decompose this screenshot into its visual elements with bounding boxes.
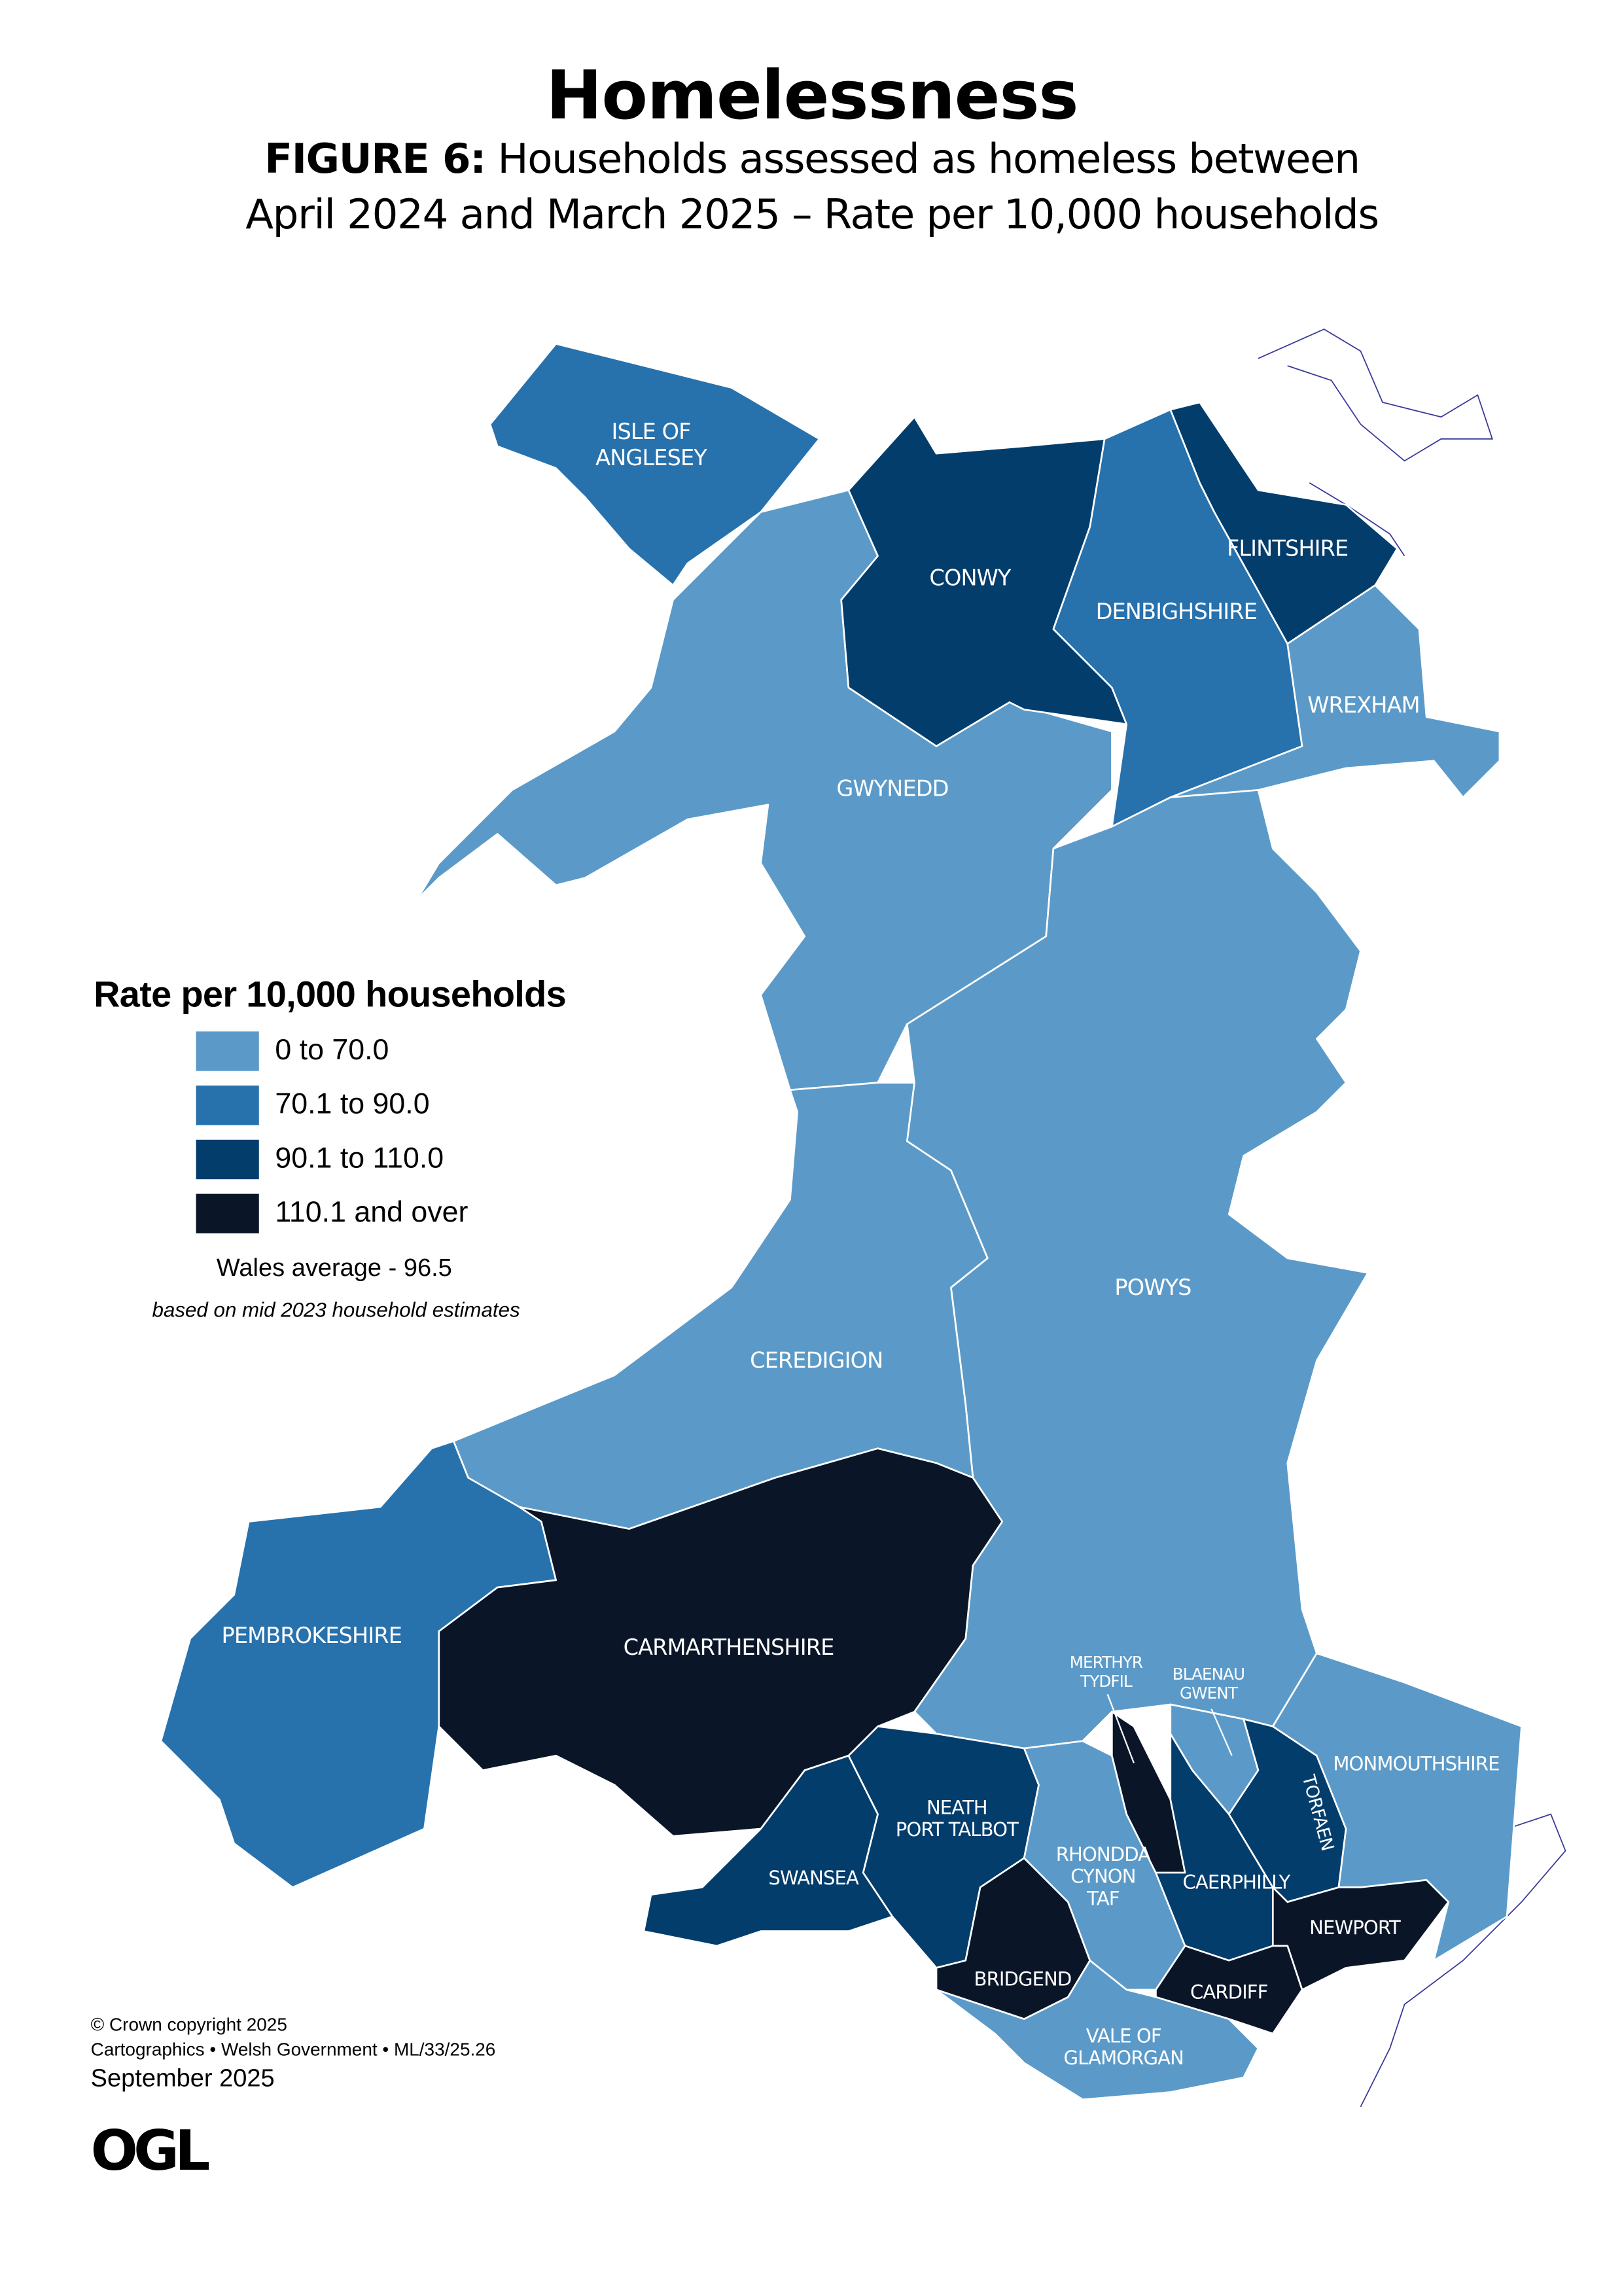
label-wrexham: WREXHAM — [1307, 692, 1419, 718]
label-anglesey: ISLE OF ANGLESEY — [595, 419, 707, 470]
ogl-logo: OGL — [90, 2118, 211, 2183]
legend-label: 70.1 to 90.0 — [275, 1088, 430, 1121]
label-ceredigion: CEREDIGION — [750, 1348, 883, 1373]
label-bridgend: BRIDGEND — [974, 1968, 1072, 1990]
region-anglesey[interactable] — [489, 343, 821, 586]
label-swansea: SWANSEA — [768, 1867, 859, 1889]
legend-swatch — [196, 1031, 259, 1071]
label-newport: NEWPORT — [1309, 1916, 1401, 1939]
subtitle-text: Households assessed as homeless between — [485, 134, 1360, 183]
legend-item: 90.1 to 110.0 — [196, 1139, 620, 1180]
legend: Rate per 10,000 households 0 to 70.0 70.… — [94, 974, 620, 1321]
label-vale-of-glamorgan: VALE OF GLAMORGAN — [1064, 2024, 1184, 2069]
label-flintshire: FLINTSHIRE — [1227, 536, 1348, 561]
label-rhondda-cynon-taf: RHONDDA CYNON TAF — [1056, 1843, 1151, 1909]
label-pembrokeshire: PEMBROKESHIRE — [222, 1623, 402, 1648]
legend-item: 110.1 and over — [196, 1193, 620, 1233]
figure-subtitle-line1: FIGURE 6: Households assessed as homeles… — [0, 135, 1624, 183]
figure-label: FIGURE 6: — [264, 134, 486, 183]
wales-average: Wales average - 96.5 — [216, 1254, 452, 1282]
regions — [160, 343, 1523, 2101]
label-caerphilly: CAERPHILLY — [1182, 1871, 1290, 1894]
region-gwynedd[interactable] — [415, 489, 1113, 1091]
legend-item: 0 to 70.0 — [196, 1031, 620, 1071]
label-gwynedd: GWYNEDD — [836, 775, 948, 801]
page-title: Homelessness — [546, 55, 1078, 135]
legend-item: 70.1 to 90.0 — [196, 1086, 620, 1125]
credit: Cartographics • Welsh Government • ML/33… — [90, 2039, 496, 2060]
legend-label: 0 to 70.0 — [275, 1034, 389, 1067]
neighbouring-coastline — [1258, 328, 1566, 2108]
publication-date: September 2025 — [90, 2064, 275, 2093]
label-merthyr-tydfil: MERTHYR TYDFIL — [1070, 1653, 1143, 1691]
label-blaenau-gwent: BLAENAU GWENT — [1173, 1665, 1244, 1703]
legend-label: 90.1 to 110.0 — [275, 1142, 444, 1175]
label-monmouthshire: MONMOUTHSHIRE — [1333, 1753, 1499, 1775]
copyright: © Crown copyright 2025 — [90, 2014, 287, 2036]
label-neath-port-talbot: NEATH PORT TALBOT — [896, 1797, 1019, 1841]
region-flintshire[interactable] — [1169, 401, 1398, 645]
data-note: based on mid 2023 household estimates — [152, 1298, 520, 1322]
legend-swatch — [196, 1193, 259, 1233]
figure-subtitle-line2: April 2024 and March 2025 – Rate per 10,… — [245, 190, 1379, 239]
label-conwy: CONWY — [929, 565, 1011, 590]
legend-label: 110.1 and over — [275, 1197, 468, 1229]
label-cardiff: CARDIFF — [1190, 1981, 1268, 2003]
region-cardiff[interactable] — [1155, 1945, 1303, 2035]
legend-swatch — [196, 1086, 259, 1125]
legend-title: Rate per 10,000 households — [94, 974, 567, 1016]
label-denbighshire: DENBIGHSHIRE — [1096, 599, 1257, 624]
label-powys: POWYS — [1114, 1275, 1191, 1300]
region-vale-of-glamorgan[interactable] — [935, 1959, 1260, 2101]
leader-lines — [1106, 1693, 1233, 1763]
label-carmarthenshire: CARMARTHENSHIRE — [624, 1634, 834, 1660]
legend-swatch — [196, 1139, 259, 1180]
